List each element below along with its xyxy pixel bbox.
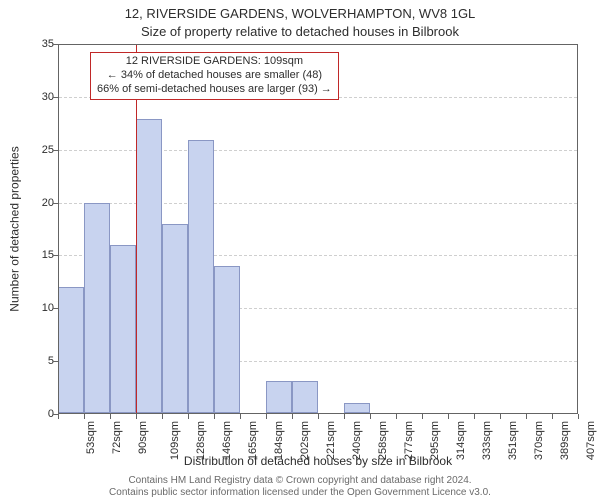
x-tick-mark (422, 414, 423, 419)
y-tick-mark (53, 308, 58, 309)
x-tick-mark (110, 414, 111, 419)
x-tick-mark (266, 414, 267, 419)
x-tick-label: 72sqm (111, 421, 123, 454)
plot-border (58, 44, 578, 414)
x-tick-mark (84, 414, 85, 419)
x-tick-mark (162, 414, 163, 419)
x-tick-mark (58, 414, 59, 419)
plot-area: 12 RIVERSIDE GARDENS: 109sqm← 34% of det… (58, 44, 578, 414)
x-tick-label: 90sqm (137, 421, 149, 454)
x-tick-mark (344, 414, 345, 419)
x-tick-mark (526, 414, 527, 419)
y-tick-mark (53, 44, 58, 45)
x-tick-mark (500, 414, 501, 419)
y-tick-mark (53, 361, 58, 362)
x-tick-mark (188, 414, 189, 419)
x-tick-mark (578, 414, 579, 419)
x-tick-mark (214, 414, 215, 419)
chart-title-line2: Size of property relative to detached ho… (0, 24, 600, 39)
y-tick-mark (53, 203, 58, 204)
y-tick-mark (53, 97, 58, 98)
x-tick-mark (396, 414, 397, 419)
y-axis-label: Number of detached properties (8, 44, 22, 414)
x-tick-mark (448, 414, 449, 419)
footer-line1: Contains HM Land Registry data © Crown c… (0, 475, 600, 487)
chart-title-line1: 12, RIVERSIDE GARDENS, WOLVERHAMPTON, WV… (0, 6, 600, 21)
x-tick-mark (136, 414, 137, 419)
x-tick-mark (552, 414, 553, 419)
x-tick-label: 53sqm (85, 421, 97, 454)
footer-line2: Contains public sector information licen… (0, 487, 600, 499)
y-axis-label-text: Number of detached properties (8, 146, 22, 311)
property-size-chart: 12, RIVERSIDE GARDENS, WOLVERHAMPTON, WV… (0, 0, 600, 500)
x-tick-mark (474, 414, 475, 419)
x-axis-label: Distribution of detached houses by size … (58, 454, 578, 468)
y-tick-mark (53, 255, 58, 256)
footer-attribution: Contains HM Land Registry data © Crown c… (0, 475, 600, 498)
y-tick-mark (53, 150, 58, 151)
x-tick-mark (240, 414, 241, 419)
x-tick-mark (292, 414, 293, 419)
x-tick-label: 407sqm (585, 421, 597, 460)
x-tick-mark (370, 414, 371, 419)
x-tick-mark (318, 414, 319, 419)
